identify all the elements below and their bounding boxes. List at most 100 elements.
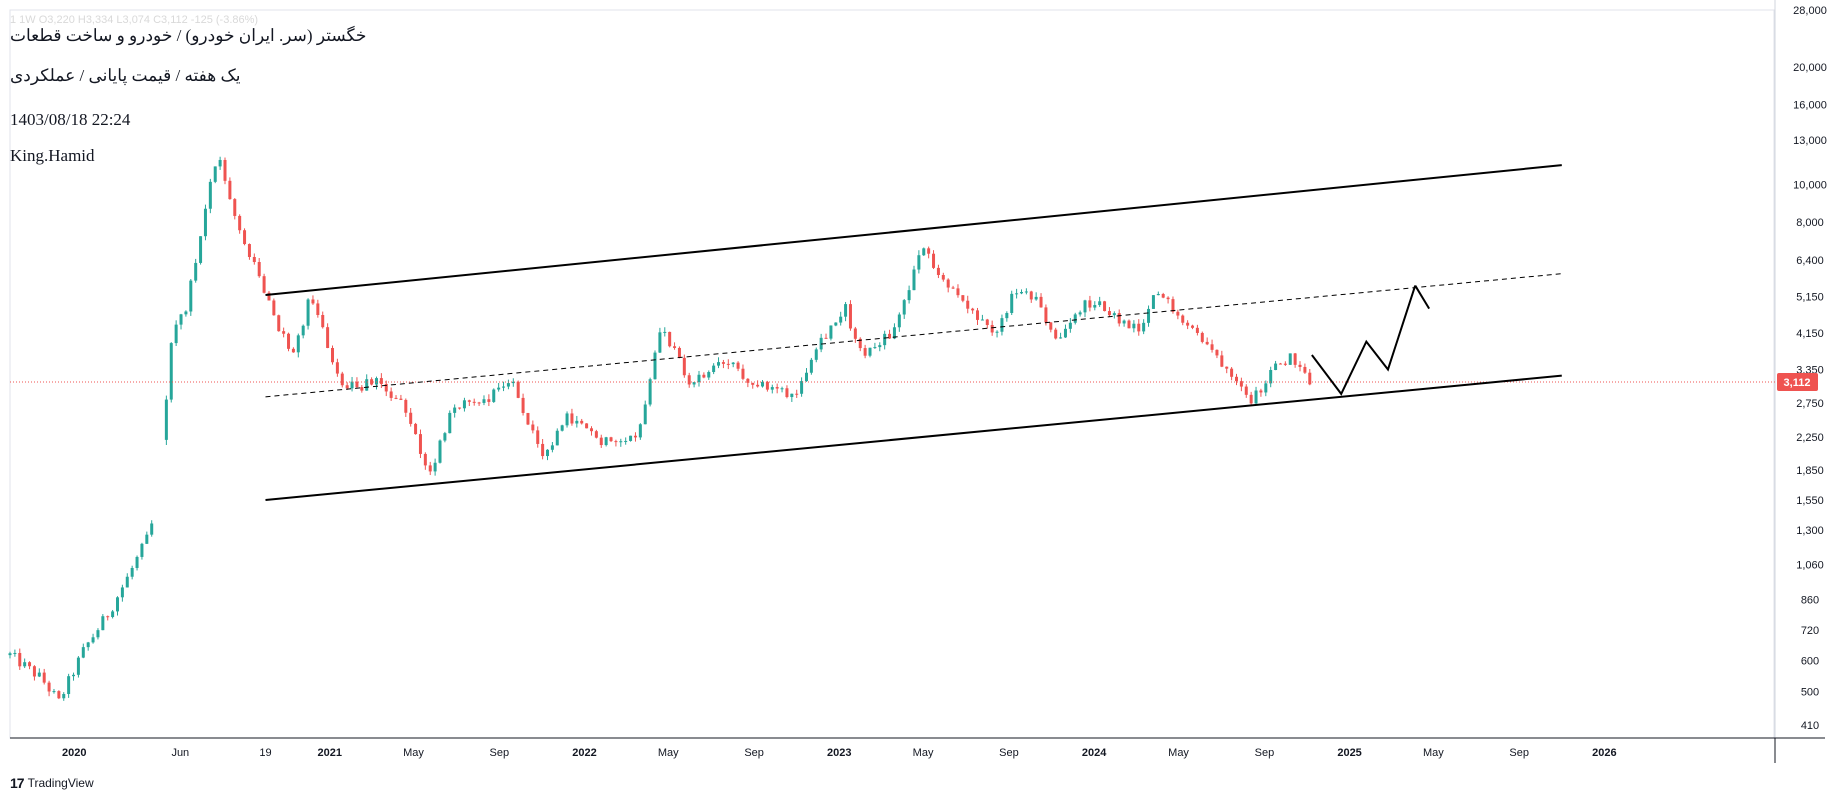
candle-body (614, 441, 618, 443)
candle-body (1200, 332, 1204, 342)
candle-body (804, 372, 808, 382)
x-tick-label: Sep (744, 747, 764, 759)
candle-body (311, 299, 315, 304)
candle-body (1044, 307, 1048, 323)
candle-body (1078, 312, 1082, 315)
candle-body (1005, 312, 1009, 319)
candle-body (238, 215, 242, 231)
candle-body (1215, 349, 1219, 356)
candle-body (1151, 295, 1155, 309)
candle-body (717, 362, 721, 366)
candle-body (633, 435, 637, 438)
candle-body (423, 453, 427, 466)
candle-body (707, 372, 711, 378)
candle-body (164, 399, 168, 440)
candle-body (570, 413, 574, 424)
candle-body (790, 393, 794, 398)
tradingview-branding[interactable]: 17 TradingView (10, 775, 94, 791)
candle-body (150, 523, 154, 535)
x-tick-label: May (1168, 747, 1189, 759)
last-price-label: 3,112 (1784, 377, 1811, 389)
candle-body (922, 248, 926, 256)
candle-body (985, 319, 989, 326)
candle-body (350, 381, 354, 389)
candle-body (272, 300, 276, 316)
candle-body (834, 322, 838, 326)
x-tick-label: 2021 (317, 747, 341, 759)
candle-body (663, 331, 667, 333)
candle-body (599, 437, 603, 446)
candle-body (927, 248, 931, 254)
candle-body (731, 362, 735, 365)
candle-body (1220, 355, 1224, 367)
candle-body (585, 423, 589, 429)
forecast-arrow-head (1414, 285, 1431, 310)
candle-body (1191, 325, 1195, 328)
candle-body (682, 357, 686, 376)
candle-body (751, 382, 755, 385)
candle-body (477, 402, 481, 404)
candle-body (873, 347, 877, 349)
candle-body (194, 262, 198, 281)
candle-body (120, 587, 124, 598)
candle-body (1210, 344, 1214, 350)
candle-body (883, 333, 887, 346)
candle-body (257, 262, 261, 277)
x-tick-label: 19 (259, 747, 271, 759)
candle-body (1161, 294, 1165, 298)
candle-body (912, 269, 916, 291)
candle-body (668, 331, 672, 347)
candle-body (340, 373, 344, 386)
candle-body (76, 657, 80, 675)
candle-body (404, 399, 408, 413)
candle-body (1269, 370, 1273, 384)
candle-body (8, 653, 12, 656)
candle-body (316, 303, 320, 315)
x-tick-label: 2025 (1337, 747, 1361, 759)
candle-body (971, 308, 975, 311)
y-tick-label: 13,000 (1793, 135, 1827, 147)
candle-body (775, 387, 779, 389)
candle-body (541, 443, 545, 457)
y-tick-label: 2,250 (1796, 432, 1824, 444)
candle-body (941, 275, 945, 280)
candle-body (101, 616, 105, 631)
candle-body (980, 319, 984, 321)
candle-body (218, 159, 222, 167)
candle-body (370, 379, 374, 385)
candle-body (28, 662, 32, 667)
x-tick-label: 2022 (572, 747, 596, 759)
candle-body (91, 637, 95, 643)
candle-body (355, 381, 359, 388)
candle-body (47, 682, 51, 692)
candle-body (1274, 363, 1278, 371)
candle-body (907, 290, 911, 301)
candle-body (1298, 364, 1302, 367)
candle-body (868, 347, 872, 356)
y-tick-label: 500 (1801, 687, 1819, 699)
candle-body (145, 534, 149, 544)
candle-body (853, 328, 857, 339)
candle-body (1156, 294, 1160, 296)
candle-body (932, 253, 936, 268)
candle-body (756, 384, 760, 387)
candle-body (287, 333, 291, 349)
y-tick-label: 1,060 (1796, 559, 1824, 571)
candles-group (8, 156, 1312, 701)
candle-body (502, 386, 506, 388)
ohlc-readout: 1 1W O3,220 H3,334 L3,074 C3,112 -125 (-… (10, 14, 259, 26)
candle-body (976, 310, 980, 320)
candle-body (106, 616, 110, 618)
candle-body (360, 387, 364, 391)
candle-body (1034, 296, 1038, 300)
candle-body (961, 295, 965, 301)
candle-body (536, 430, 540, 444)
candle-body (658, 332, 662, 353)
candle-body (1186, 322, 1190, 326)
candle-body (619, 441, 623, 443)
candle-body (389, 391, 393, 398)
candle-body (526, 412, 530, 425)
candle-body (345, 385, 349, 389)
candle-body (1239, 381, 1243, 387)
